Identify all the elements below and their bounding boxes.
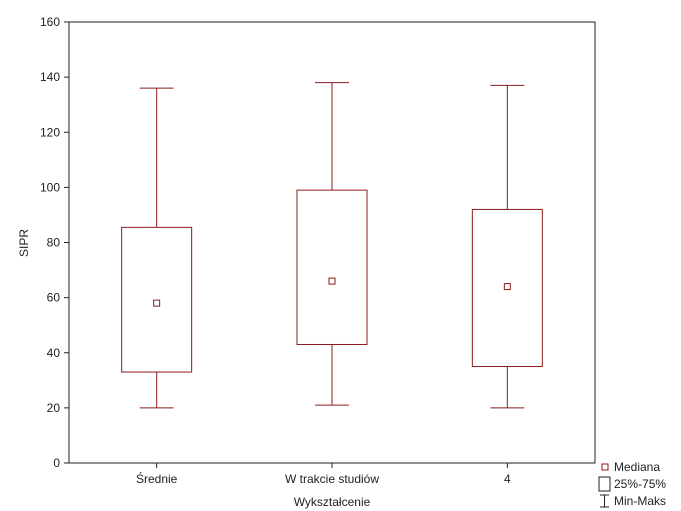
x-axis-label: Wykształcenie	[294, 495, 371, 509]
median-marker	[503, 283, 511, 291]
y-tick-label: 100	[40, 180, 60, 194]
iqr-box	[121, 226, 193, 373]
y-tick-label: 40	[47, 346, 61, 360]
legend-median-icon	[601, 463, 609, 471]
y-tick-label: 0	[53, 456, 60, 470]
box-series	[121, 82, 543, 409]
x-tick-label: W trakcie studiów	[285, 472, 379, 486]
median-marker	[328, 277, 336, 285]
legend-box-icon	[598, 476, 611, 492]
iqr-box	[471, 208, 543, 368]
y-tick-label: 120	[40, 125, 60, 139]
box-group	[296, 82, 368, 406]
x-axis: Średnie W trakcie studiów 4	[136, 463, 511, 486]
y-tick-label: 60	[47, 291, 61, 305]
box-group	[121, 87, 193, 409]
y-tick-label: 20	[47, 401, 61, 415]
y-tick-label: 80	[47, 236, 61, 250]
y-axis-label: SIPR	[17, 229, 31, 257]
x-tick-label: Średnie	[136, 471, 178, 486]
legend-label: Min-Maks	[614, 494, 666, 508]
legend-label: Mediana	[614, 460, 660, 474]
median-marker	[153, 299, 161, 307]
box-group	[471, 84, 543, 409]
y-axis: 0 20 40 60 80 100 120 140 160	[40, 15, 69, 470]
y-tick-label: 140	[40, 70, 60, 84]
iqr-box	[296, 189, 368, 345]
legend-label: 25%-75%	[614, 477, 666, 491]
y-tick-label: 160	[40, 15, 60, 29]
x-tick-label: 4	[504, 472, 511, 486]
legend: Mediana 25%-75% Min-Maks	[598, 460, 666, 508]
